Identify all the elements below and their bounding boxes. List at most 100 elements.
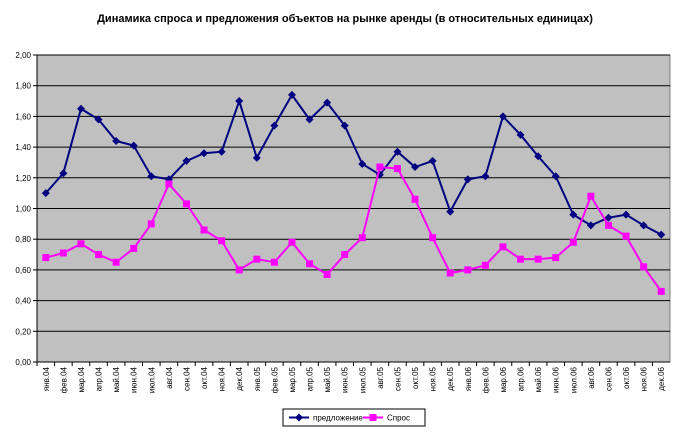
data-point (622, 232, 630, 240)
x-tick-label: сен.04 (182, 366, 191, 391)
x-tick-label: июл.06 (569, 366, 578, 393)
x-tick-label: сен.06 (604, 366, 613, 391)
data-point (604, 213, 613, 222)
data-point (534, 152, 543, 161)
data-point (428, 156, 437, 165)
x-tick-label: янв.06 (464, 366, 473, 391)
x-tick-label: июл.04 (147, 366, 156, 393)
y-tick-label: 0,40 (15, 297, 31, 306)
data-point (657, 230, 666, 239)
legend-label: Спрос (387, 414, 410, 423)
data-point (252, 153, 261, 162)
x-tick-label: окт.06 (622, 366, 631, 388)
data-point (59, 169, 68, 178)
data-point (446, 207, 455, 216)
data-point (147, 220, 155, 228)
data-point (112, 136, 121, 145)
data-point (130, 244, 138, 252)
data-point (499, 243, 507, 251)
data-point (481, 172, 490, 181)
legend (282, 408, 426, 427)
y-tick-label: 1,40 (15, 143, 31, 152)
x-tick-label: июн.06 (552, 366, 561, 393)
data-point (481, 261, 489, 269)
x-tick-label: май.05 (323, 366, 332, 392)
data-point (182, 200, 190, 208)
data-point (604, 221, 612, 229)
x-tick-label: дек.06 (657, 366, 666, 390)
data-point (587, 192, 595, 200)
data-point (657, 287, 665, 295)
y-tick-label: 0,80 (15, 235, 31, 244)
y-tick-label: 1,80 (15, 82, 31, 91)
data-point (95, 251, 103, 259)
x-tick-label: янв.04 (42, 366, 51, 391)
x-tick-label: авг.04 (165, 366, 174, 388)
x-tick-label: окт.04 (200, 366, 209, 388)
data-point (218, 237, 226, 245)
y-tick-label: 1,20 (15, 174, 31, 183)
x-tick-label: ноя.06 (640, 366, 649, 391)
x-tick-label: мар.04 (77, 366, 86, 392)
data-point (376, 163, 384, 171)
data-point (59, 249, 67, 257)
data-point (323, 271, 331, 279)
x-tick-label: май.06 (534, 366, 543, 392)
data-point (76, 104, 85, 113)
data-point (640, 263, 648, 271)
data-point (446, 269, 454, 277)
data-point (287, 90, 296, 99)
data-point (77, 240, 85, 248)
data-point (165, 180, 173, 188)
y-tick-label: 1,60 (15, 112, 31, 121)
data-point (200, 226, 208, 234)
x-tick-label: дек.04 (235, 366, 244, 390)
data-point (112, 258, 120, 266)
data-point (464, 266, 472, 274)
data-point (306, 260, 314, 268)
data-point (517, 255, 525, 263)
data-point (463, 175, 472, 184)
x-tick-label: апр.05 (306, 366, 315, 391)
data-point (393, 165, 401, 173)
x-tick-label: апр.04 (95, 366, 104, 391)
data-point (42, 254, 50, 262)
x-tick-label: дек.05 (446, 366, 455, 390)
data-point (551, 172, 560, 181)
data-point (235, 97, 244, 106)
data-point (305, 115, 314, 124)
x-tick-label: июн.05 (341, 366, 350, 393)
data-point (41, 189, 50, 198)
data-point (639, 221, 648, 230)
x-tick-label: окт.05 (411, 366, 420, 388)
x-tick-label: ноя.04 (218, 366, 227, 391)
data-point (358, 159, 367, 168)
data-point (569, 210, 578, 219)
x-tick-label: мар.05 (288, 366, 297, 392)
x-tick-label: мар.06 (499, 366, 508, 392)
data-point (235, 266, 243, 274)
data-point (622, 210, 631, 219)
y-tick-label: 1,00 (15, 205, 31, 214)
series-line (45, 93, 662, 236)
data-point (323, 98, 332, 107)
data-point (200, 149, 209, 158)
y-tick-label: 2,00 (15, 51, 31, 60)
y-tick-label: 0,00 (15, 358, 31, 367)
x-tick-label: ноя.05 (429, 366, 438, 391)
data-point (411, 195, 419, 203)
data-point (586, 221, 595, 230)
data-point (270, 121, 279, 130)
y-tick-label: 0,20 (15, 327, 31, 336)
data-point (340, 121, 349, 130)
legend-marker (369, 414, 377, 421)
data-point (516, 130, 525, 139)
x-tick-label: июн.04 (130, 366, 139, 393)
data-point (253, 255, 261, 263)
data-point (358, 234, 366, 242)
y-tick-label: 0,60 (15, 266, 31, 275)
x-tick-label: апр.06 (517, 366, 526, 391)
data-point (129, 141, 138, 150)
data-point (341, 251, 349, 259)
